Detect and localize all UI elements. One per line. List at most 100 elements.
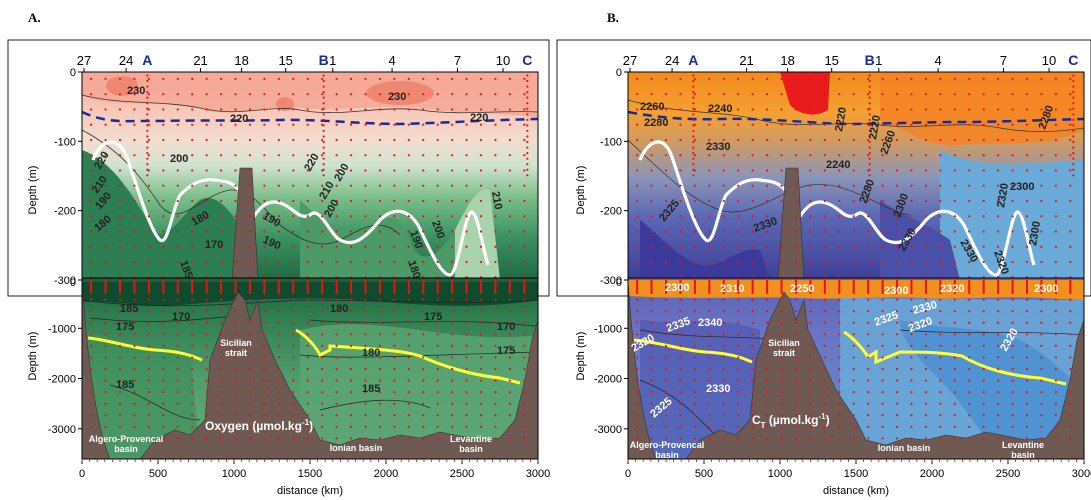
station-dot (321, 77, 324, 81)
station-dot (953, 108, 956, 111)
station-dot (895, 414, 899, 417)
station-dot (162, 184, 165, 187)
station-dot (451, 425, 454, 428)
station-dot (118, 437, 122, 440)
station-dot (780, 379, 783, 382)
station-dot (751, 77, 754, 81)
station-dot (823, 77, 826, 81)
contour-label: 175 (116, 321, 134, 333)
station-dot (263, 344, 266, 347)
station-dot (118, 367, 122, 371)
station-dot (997, 215, 1000, 218)
station-dot (780, 77, 783, 81)
station-dot (162, 154, 165, 157)
station-dot (378, 154, 382, 157)
x-tick-label: 3000 (1072, 468, 1091, 480)
station-dot (176, 108, 179, 111)
station-dot (968, 199, 971, 203)
station-dot (219, 154, 223, 157)
station-dot (939, 356, 942, 359)
x-tick-label: 1000 (222, 468, 246, 480)
station-dot (526, 140, 529, 144)
station-dot (451, 310, 454, 313)
station-dot (205, 169, 208, 172)
station-dot (708, 437, 711, 440)
station-dot (868, 146, 871, 149)
station-dot (1054, 356, 1057, 359)
station-dot (1011, 356, 1014, 359)
station-dot (780, 437, 783, 440)
station-dot (219, 356, 223, 359)
station-dot (838, 154, 841, 157)
station-dot (422, 402, 425, 405)
station-dot (953, 356, 956, 359)
station-dot (692, 79, 695, 83)
station-dot (176, 215, 179, 218)
station-dot (765, 169, 769, 172)
station-dot (852, 391, 855, 394)
station-dot (90, 260, 93, 264)
station-dot (693, 215, 696, 218)
station-dot (794, 77, 798, 81)
station-dot (277, 391, 280, 394)
station-dot (205, 414, 208, 417)
station-dot (1069, 310, 1072, 313)
station-dot (708, 414, 711, 417)
station-dot (393, 356, 396, 359)
station-dot (765, 310, 769, 313)
station-dot (306, 199, 309, 203)
station-dot (378, 356, 382, 359)
station-dot (852, 402, 855, 405)
station-dot (692, 124, 695, 127)
station-dot (722, 367, 725, 371)
station-dot (407, 230, 410, 233)
station-dot (292, 344, 295, 347)
station-dot (104, 402, 107, 405)
station-dot (636, 93, 639, 96)
station-dot (968, 123, 971, 126)
contour-label: 190 (407, 229, 425, 250)
station-dot (852, 215, 855, 218)
station-letter-label: B (319, 52, 329, 68)
station-dot (407, 333, 410, 336)
station-dot (852, 154, 855, 157)
station-dot (133, 379, 136, 382)
station-tick-label: 24 (665, 53, 679, 68)
station-dot (322, 174, 325, 177)
station-dot (104, 230, 107, 233)
station-dot (162, 215, 165, 218)
station-dot (924, 437, 928, 440)
station-dot (780, 367, 783, 371)
station-dot (722, 437, 725, 440)
station-dot (708, 344, 711, 347)
station-dot (780, 298, 783, 301)
station-dot (664, 333, 668, 336)
station-dot (997, 425, 1000, 428)
station-dot (321, 425, 324, 428)
station-dot (378, 199, 382, 203)
station-dot (708, 108, 711, 111)
station-dot (147, 402, 150, 405)
station-dot (809, 425, 812, 428)
station-dot (219, 391, 223, 394)
contour-label: 170 (172, 311, 190, 323)
station-dot (292, 123, 295, 126)
station-dot (1025, 356, 1029, 359)
station-dot (407, 169, 410, 172)
station-dot (997, 245, 1000, 248)
station-dot (780, 414, 783, 417)
station-dot (910, 379, 913, 382)
station-dot (321, 154, 324, 157)
station-dot (526, 146, 529, 149)
station-dot (693, 379, 696, 382)
station-dot (526, 96, 529, 99)
station-dot (219, 108, 223, 111)
station-dot (650, 215, 653, 218)
station-dot (205, 321, 208, 324)
station-dot (451, 391, 454, 394)
station-dot (176, 184, 179, 187)
station-dot (364, 260, 367, 264)
station-dot (378, 108, 382, 111)
station-dot (234, 230, 237, 233)
station-dot (910, 169, 913, 172)
